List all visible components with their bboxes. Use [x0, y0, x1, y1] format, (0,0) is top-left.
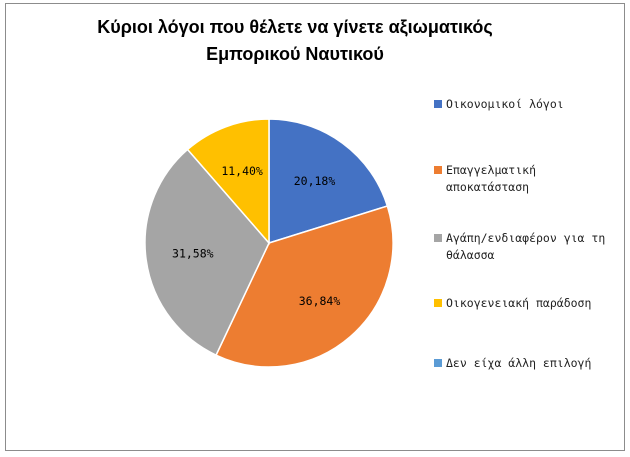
data-label: 20,18%: [294, 174, 336, 188]
legend-item: Επαγγελματική αποκατάσταση: [434, 162, 616, 196]
legend-item: Αγάπη/ενδιαφέρον για τη θάλασσα: [434, 230, 616, 264]
pie-slice: [268, 118, 389, 245]
legend-swatch: [434, 359, 442, 367]
legend-label: Δεν είχα άλλη επιλογή: [446, 356, 592, 370]
chart-title: Κύριοι λόγοι που θέλετε να γίνετε αξιωμα…: [97, 17, 493, 64]
legend-label: Οικογενειακή παράδοση: [446, 296, 592, 310]
pie-slice: [186, 118, 270, 246]
legend-item: Δεν είχα άλλη επιλογή: [434, 355, 616, 372]
legend-swatch: [434, 166, 442, 174]
data-label: 36,84%: [299, 294, 341, 308]
legend-swatch: [434, 299, 442, 307]
legend-item: Οικογενειακή παράδοση: [434, 295, 616, 312]
data-label: 11,40%: [221, 164, 263, 178]
legend-label: Οικονομικοί λόγοι: [446, 97, 564, 111]
data-label: 31,58%: [172, 247, 214, 261]
legend-swatch: [434, 234, 442, 242]
pie-slice: [215, 205, 394, 368]
pie-slice: [144, 148, 270, 357]
legend-swatch: [434, 100, 442, 108]
legend-label: Αγάπη/ενδιαφέρον για τη θάλασσα: [446, 231, 606, 262]
legend-item: Οικονομικοί λόγοι: [434, 96, 616, 113]
legend-label: Επαγγελματική αποκατάσταση: [446, 163, 537, 194]
